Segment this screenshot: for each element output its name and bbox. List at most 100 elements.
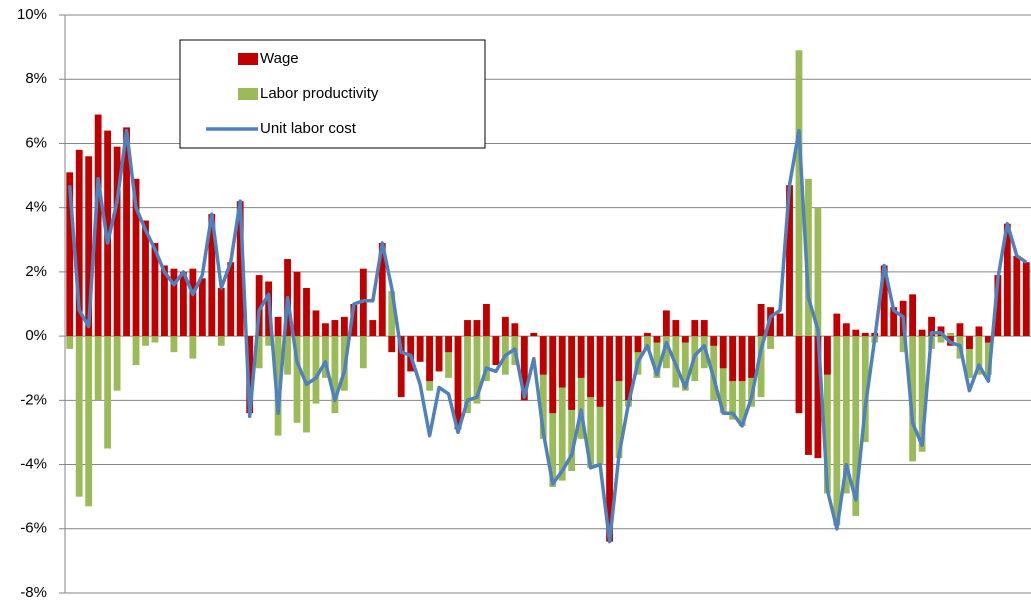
bar — [814, 207, 822, 337]
bar — [293, 336, 301, 423]
bar — [1003, 223, 1011, 337]
bar — [842, 336, 850, 494]
bar — [369, 320, 377, 337]
bar — [530, 332, 538, 337]
bar — [350, 304, 358, 337]
bar — [644, 332, 651, 337]
bar — [520, 336, 528, 401]
bar — [75, 336, 83, 497]
bar — [975, 326, 983, 337]
bar — [454, 336, 462, 430]
bar — [378, 242, 386, 337]
bar — [634, 336, 642, 353]
bar — [861, 336, 869, 443]
bar — [445, 336, 452, 353]
bar — [511, 323, 519, 337]
bar — [757, 304, 765, 337]
bar — [738, 336, 746, 382]
bar — [113, 146, 121, 337]
bar — [587, 336, 595, 468]
bar — [606, 336, 613, 542]
bar — [151, 336, 159, 343]
bar — [672, 320, 680, 337]
bar — [795, 50, 803, 337]
bar — [397, 336, 405, 398]
bar — [539, 336, 547, 375]
bar — [464, 320, 471, 337]
bar — [274, 316, 282, 337]
bar — [662, 336, 670, 369]
bar — [123, 127, 130, 337]
bar — [85, 156, 93, 337]
bar — [653, 336, 661, 378]
bar — [767, 336, 774, 349]
bar — [615, 336, 623, 382]
y-tick-label: -8% — [20, 584, 47, 600]
bar — [577, 336, 585, 378]
bar — [265, 336, 273, 346]
bar — [246, 336, 254, 414]
bar — [719, 336, 727, 414]
bar — [852, 329, 860, 337]
bar — [492, 336, 500, 366]
bar — [719, 336, 727, 369]
bar — [142, 336, 149, 346]
y-tick-label: 2% — [25, 263, 47, 280]
bar — [359, 336, 367, 369]
bar — [805, 178, 812, 337]
bar — [975, 336, 983, 375]
bar — [700, 336, 708, 369]
bar — [274, 336, 282, 436]
bar — [833, 336, 841, 526]
bar — [852, 336, 860, 516]
bar — [483, 304, 490, 337]
y-tick-label: 4% — [25, 199, 47, 216]
bar — [842, 323, 850, 337]
bar — [558, 336, 566, 481]
bar — [814, 336, 822, 459]
bar — [416, 336, 424, 362]
bar — [795, 336, 803, 414]
legend-swatch — [238, 88, 258, 100]
y-tick-label: -4% — [20, 456, 47, 473]
legend-label: Wage — [260, 50, 299, 67]
bar — [757, 336, 765, 398]
bar — [66, 336, 74, 349]
bar — [198, 278, 206, 337]
bar — [303, 287, 310, 337]
bar — [1013, 255, 1021, 337]
bar — [132, 336, 140, 366]
bar — [170, 336, 178, 353]
bar — [984, 336, 992, 343]
bar — [293, 271, 301, 337]
bar — [255, 336, 263, 369]
bar — [710, 336, 718, 401]
bar — [142, 220, 149, 337]
bar — [151, 242, 159, 337]
y-tick-label: 10% — [17, 6, 47, 23]
bar — [681, 336, 689, 391]
bar — [966, 336, 973, 378]
bar — [483, 336, 490, 382]
bar — [284, 336, 291, 375]
bar — [340, 316, 348, 337]
bar — [577, 336, 585, 439]
y-tick-label: -6% — [20, 520, 47, 537]
bar — [312, 336, 320, 404]
bar — [189, 268, 197, 337]
bar — [994, 275, 1002, 337]
bar — [928, 316, 935, 337]
bar — [66, 172, 74, 337]
bar — [132, 178, 140, 337]
bar — [388, 291, 396, 337]
bar — [445, 336, 452, 378]
bar — [501, 316, 509, 337]
bar — [662, 310, 670, 337]
bar — [473, 320, 481, 337]
bar — [700, 320, 708, 337]
bar — [710, 336, 718, 346]
bar — [947, 332, 954, 337]
bar — [691, 320, 699, 337]
bar — [255, 275, 263, 337]
